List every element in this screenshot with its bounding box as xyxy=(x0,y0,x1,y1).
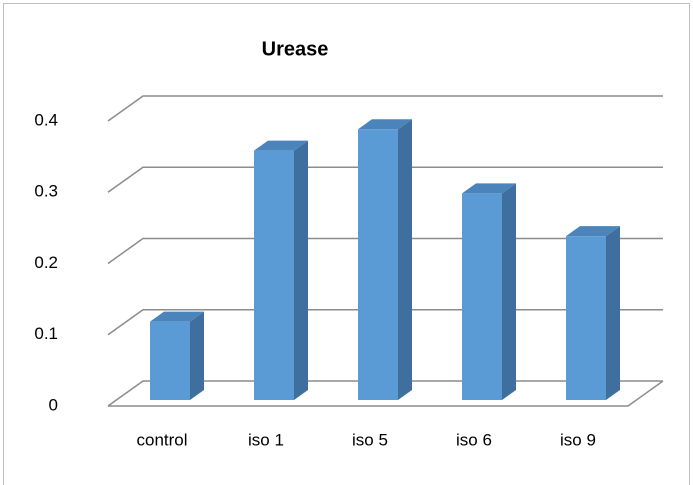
x-tick-label: iso 9 xyxy=(560,430,596,449)
bar xyxy=(566,226,620,400)
x-tick-label: control xyxy=(136,430,187,449)
bar-side xyxy=(190,311,204,400)
bar-side xyxy=(502,183,516,400)
y-tick-label: 0.3 xyxy=(34,182,58,201)
y-tick-label: 0.2 xyxy=(34,253,58,272)
bar-side xyxy=(606,226,620,400)
bar-side xyxy=(294,140,308,400)
y-tick-label: 0 xyxy=(49,395,58,414)
bar xyxy=(462,183,516,400)
grid-line xyxy=(107,166,663,193)
bar-side xyxy=(398,119,412,400)
chart-border xyxy=(3,3,690,485)
bar-front xyxy=(566,236,606,400)
x-tick-label: iso 1 xyxy=(248,430,284,449)
y-tick-label: 0.1 xyxy=(34,324,58,343)
grid-line xyxy=(107,95,663,122)
bar-top xyxy=(462,183,516,194)
bar-top xyxy=(566,226,620,237)
bar xyxy=(254,140,308,400)
bar xyxy=(150,311,204,400)
bar-top xyxy=(358,119,412,130)
bar-front xyxy=(254,150,294,400)
chart-title: Urease xyxy=(262,38,329,60)
y-tick-label: 0.4 xyxy=(34,110,58,129)
bar-front xyxy=(462,193,502,400)
x-tick-label: iso 5 xyxy=(352,430,388,449)
bar xyxy=(358,119,412,400)
x-tick-label: iso 6 xyxy=(456,430,492,449)
bar-top xyxy=(254,140,308,151)
bar-front xyxy=(150,321,190,400)
bar-top xyxy=(150,311,204,322)
bar-front xyxy=(358,129,398,400)
